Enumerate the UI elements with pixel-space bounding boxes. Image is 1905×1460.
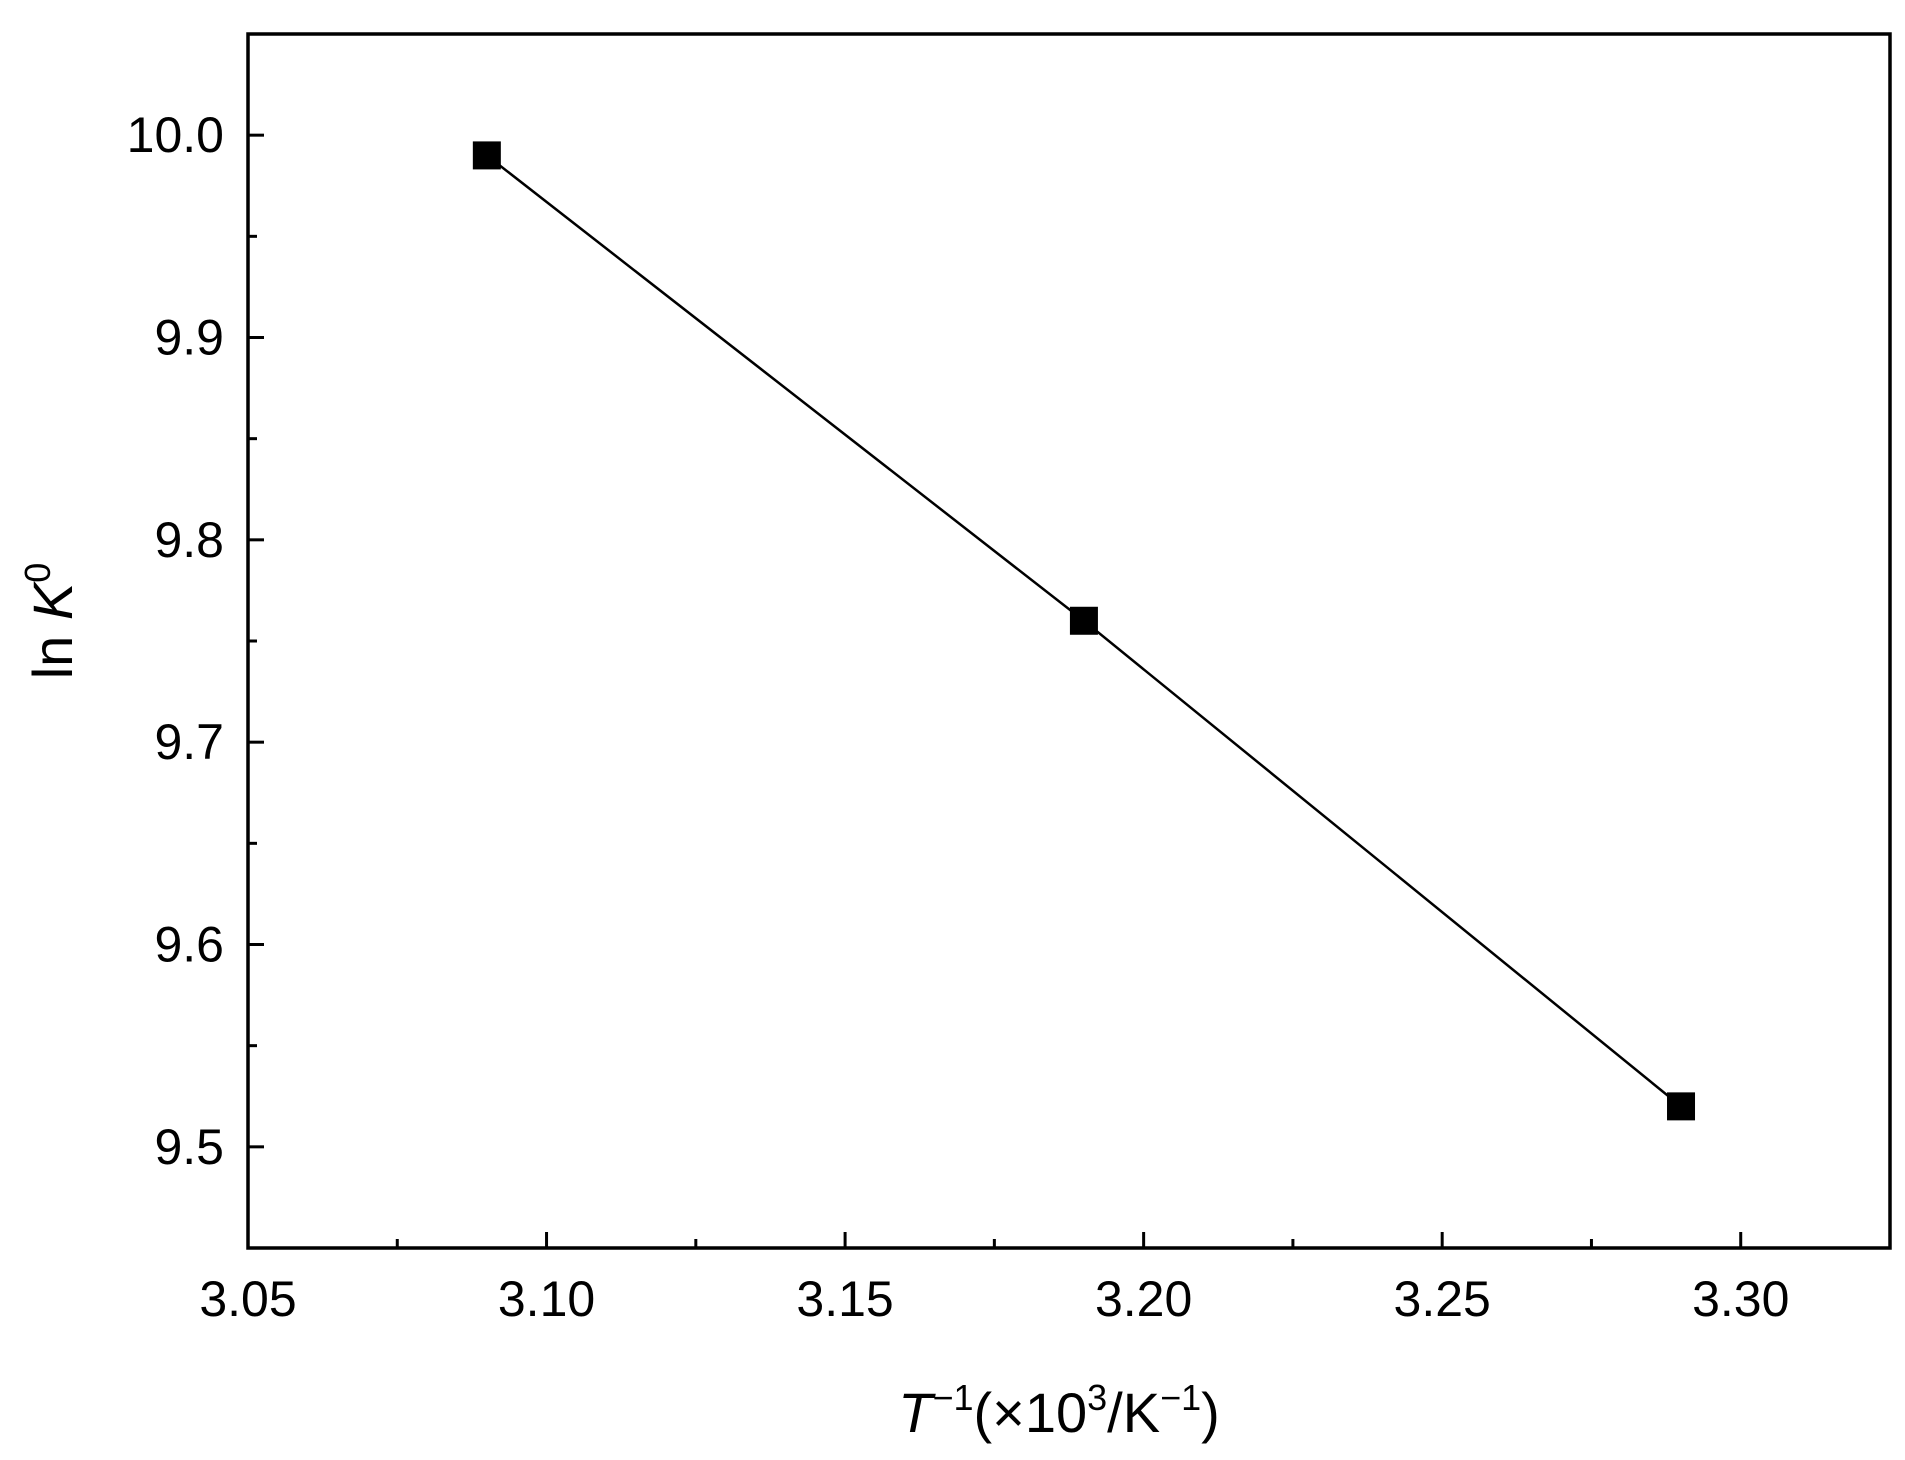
y-tick-label: 9.5: [154, 1119, 224, 1175]
y-axis-var: K: [21, 580, 84, 620]
x-tick-label: 3.25: [1394, 1271, 1491, 1327]
y-tick-label: 9.9: [154, 310, 224, 366]
x-axis-unit-exp2: −1: [1160, 1377, 1201, 1418]
x-tick-label: 3.30: [1692, 1271, 1789, 1327]
y-tick-label: 9.8: [154, 512, 224, 568]
x-tick-label: 3.15: [796, 1271, 893, 1327]
x-axis-unit-close: ): [1201, 1381, 1220, 1444]
y-tick-label: 9.7: [154, 714, 224, 770]
x-axis-var-exp: −1: [932, 1377, 973, 1418]
data-point: [472, 141, 501, 170]
x-tick-label: 3.05: [199, 1271, 296, 1327]
y-axis-title: ln K0: [17, 563, 84, 680]
plot-frame: [246, 32, 1892, 1250]
x-axis-unit-mid: /K: [1107, 1381, 1160, 1444]
y-tick-label: 9.6: [154, 917, 224, 973]
series-layer: [472, 141, 1696, 1121]
x-axis-unit-exp: 3: [1087, 1377, 1107, 1418]
x-axis-title: T−1(×103/K−1): [898, 1377, 1220, 1444]
x-axis-var: T: [898, 1381, 936, 1444]
x-axis-unit-open: (×10: [973, 1381, 1087, 1444]
y-axis-var-exp: 0: [17, 563, 58, 583]
y-tick-label: 10.0: [127, 107, 224, 163]
y-axis-prefix: ln: [21, 620, 84, 679]
tick-labels-layer: 3.05 3.10 3.15 3.20 3.25 3.30 9.5 9.6 9.7 9.8 9.9 1…: [127, 107, 1790, 1327]
x-tick-label: 3.10: [498, 1271, 595, 1327]
data-point: [1069, 606, 1098, 635]
x-tick-label: 3.20: [1095, 1271, 1192, 1327]
data-point: [1667, 1092, 1696, 1121]
